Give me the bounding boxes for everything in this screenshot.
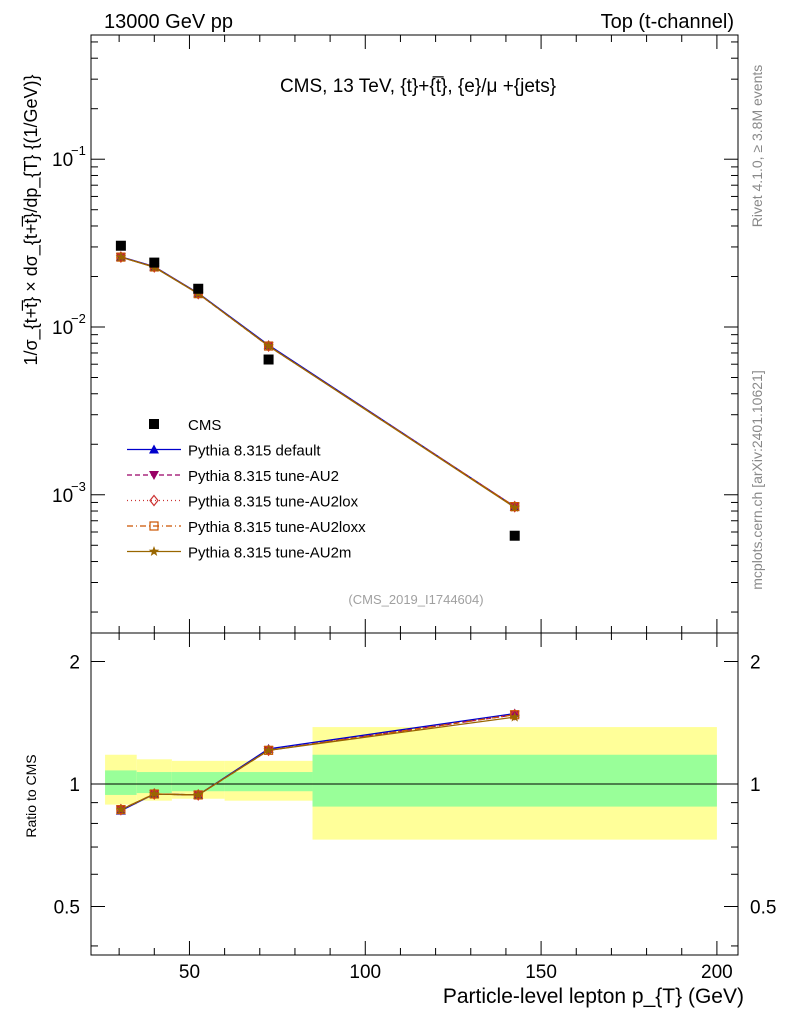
ratio-tick-label-left: 0.5: [54, 897, 80, 918]
y-tick-label: 10: [52, 318, 73, 339]
stat-uncertainty-band: [105, 770, 137, 795]
series-ratio-point: [263, 744, 274, 755]
stat-uncertainty-band: [171, 772, 225, 792]
series-ratio-point: [149, 788, 160, 799]
cms-data-point: [263, 354, 274, 365]
y-axis-label: 1/σ_{t+t̅} × dσ_{t+t̅}/dp_{T} {(1/GeV)}: [21, 75, 42, 366]
legend-label: Pythia 8.315 tune-AU2m: [188, 545, 351, 562]
x-tick-label: 50: [179, 962, 200, 983]
x-tick-label: 100: [349, 962, 381, 983]
legend-marker: [149, 471, 159, 480]
series-ratio-point: [509, 708, 520, 721]
cms-data-point: [115, 240, 126, 251]
legend-label: CMS: [188, 417, 221, 434]
ratio-uncertainty-bands: [91, 727, 738, 840]
legend-entry: CMS: [149, 417, 221, 434]
series-point: [263, 340, 274, 351]
legend: CMS Pythia 8.315 default Pythia 8.315 tune…: [127, 417, 366, 562]
legend-marker: [149, 521, 159, 531]
legend-entry: Pythia 8.315 tune-AU2: [127, 468, 339, 485]
cms-data-point: [149, 257, 160, 268]
ratio-tick-label-right: 2: [750, 653, 761, 674]
ratio-tick-label-right: 1: [750, 775, 761, 796]
x-tick-label: 150: [525, 962, 557, 983]
x-axis-label: Particle-level lepton p_{T} (GeV): [443, 985, 744, 1008]
stat-uncertainty-band: [224, 772, 313, 792]
ratio-y-axis-label: Ratio to CMS: [23, 754, 39, 837]
series-ratio-point: [509, 711, 520, 722]
legend-label: Pythia 8.315 tune-AU2loxx: [188, 519, 366, 536]
chart-title: CMS, 13 TeV, {t}+{t̅}, {e}/μ +{jets}: [280, 76, 556, 97]
y-tick-label: 10: [52, 486, 73, 507]
legend-marker: [148, 546, 160, 556]
legend-entry: Pythia 8.315 tune-AU2m: [127, 545, 351, 562]
legend-label: Pythia 8.315 tune-AU2: [188, 468, 339, 485]
ratio-tick-label-left: 2: [69, 653, 80, 674]
mcplots-label: mcplots.cern.ch [arXiv:2401.10621]: [749, 370, 765, 589]
y-tick-exponent: −3: [71, 479, 86, 494]
cms-data-point: [509, 530, 520, 541]
header-left: 13000 GeV pp: [104, 11, 233, 33]
cms-data-point: [193, 283, 204, 294]
y-tick-exponent: −1: [71, 143, 86, 158]
ratio-panel-frame: [90, 632, 739, 956]
cms-data-points: [115, 240, 520, 541]
legend-label: Pythia 8.315 tune-AU2lox: [188, 494, 359, 511]
header-right: Top (t-channel): [601, 11, 734, 33]
y-tick-label: 10: [52, 150, 73, 171]
ratio-tick-label-right: 0.5: [750, 897, 776, 918]
ratio-tick-label-left: 1: [69, 775, 80, 796]
legend-entry: Pythia 8.315 default: [127, 443, 321, 460]
legend-label: Pythia 8.315 default: [188, 443, 321, 460]
legend-entry: Pythia 8.315 tune-AU2loxx: [127, 519, 366, 536]
series-point: [509, 501, 520, 512]
x-tick-label: 200: [701, 962, 733, 983]
stat-uncertainty-band: [312, 754, 717, 807]
legend-entry: Pythia 8.315 tune-AU2lox: [127, 494, 359, 511]
legend-marker: [149, 419, 159, 429]
legend-marker: [149, 444, 159, 454]
legend-marker: [149, 494, 159, 507]
series-ratio-point: [193, 789, 204, 800]
series-point: [115, 251, 127, 262]
stat-uncertainty-band: [136, 772, 172, 794]
analysis-id: (CMS_2019_I1744604): [348, 592, 483, 607]
main-panel-frame: [90, 34, 739, 634]
rivet-label: Rivet 4.1.0, ≥ 3.8M events: [749, 65, 765, 228]
series-ratio-point: [115, 804, 127, 815]
y-tick-exponent: −2: [71, 311, 86, 326]
